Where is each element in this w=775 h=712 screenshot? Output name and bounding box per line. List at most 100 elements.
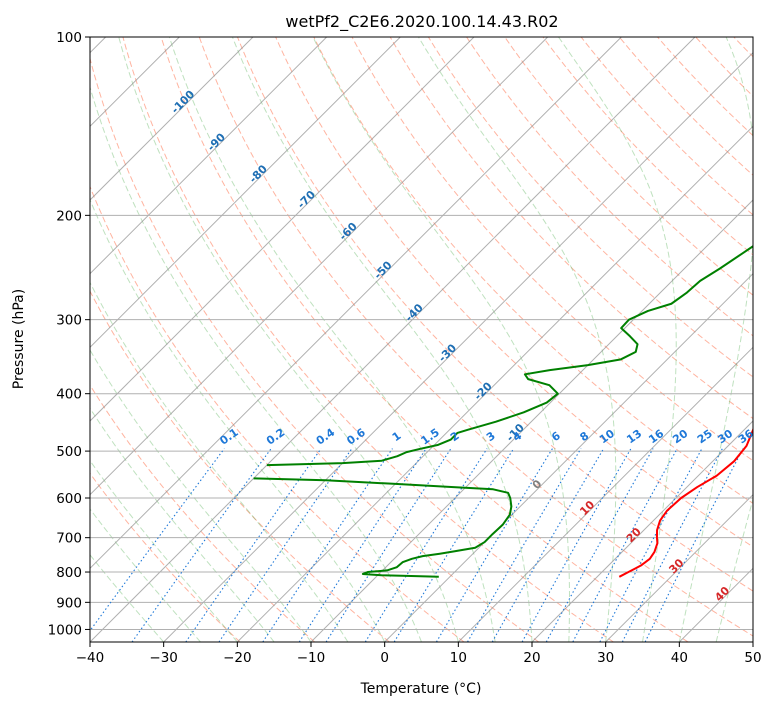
isotherm-label: -50 (371, 258, 394, 281)
isotherm-label: -80 (247, 162, 270, 185)
isotherm-line (531, 420, 753, 642)
dry-adiabat-line (275, 37, 753, 548)
moist-adiabat-line (715, 497, 753, 642)
moist-adiabat-line (90, 198, 386, 642)
x-tick-label: 20 (523, 650, 540, 666)
x-tick-label: 40 (671, 650, 688, 666)
isotherm-label: -70 (295, 188, 318, 211)
y-tick-label: 100 (56, 30, 82, 46)
x-tick-label: 30 (597, 650, 614, 666)
dry-adiabat-line (237, 37, 753, 592)
isotherm-line (752, 641, 753, 642)
isotherm-line (90, 37, 475, 422)
mixing-ratio-label: 6 (549, 429, 563, 444)
dry-adiabat-line (389, 37, 753, 420)
moist-adiabat-line (90, 459, 238, 642)
mixing-ratio-label: 0.2 (264, 426, 287, 448)
isotherm-line (310, 199, 753, 642)
pressure-gridlines (90, 37, 753, 630)
isotherm-line (605, 493, 753, 642)
mixing-ratio-label: 36 (736, 427, 756, 447)
dry-adiabat-line (695, 37, 753, 97)
y-tick-label: 800 (56, 565, 82, 581)
dry-adiabats (90, 37, 753, 642)
mixing-ratio-line (90, 448, 225, 632)
mixing-ratio-line (621, 448, 723, 642)
mixing-ratio-line (298, 448, 427, 642)
mixing-ratio-line (644, 448, 744, 642)
moist-adiabat-line (118, 37, 459, 642)
y-tick-label: 700 (56, 531, 82, 547)
moist-adiabat-line (90, 281, 349, 642)
y-axis-ticks: 100 200 300 400 500 600 700 800 900 1000 (48, 30, 90, 638)
mixing-ratio-line (364, 448, 488, 642)
mixing-ratio-label: 20 (670, 427, 690, 447)
moist-adiabat-line (231, 37, 533, 642)
mixing-ratio-label: 8 (578, 429, 592, 444)
mixing-ratio-line (491, 448, 605, 642)
mixing-ratio-line (185, 448, 322, 642)
dry-adiabat-line (427, 37, 753, 378)
moist-adiabat-line (90, 349, 312, 642)
dewpoint-trace (253, 477, 513, 578)
isotherms (90, 37, 753, 642)
isotherm-line (678, 567, 753, 642)
x-tick-label: −30 (149, 650, 178, 666)
mixing-ratio-label: 13 (624, 427, 644, 446)
mixing-ratio-line (262, 448, 393, 642)
isotherm-line (457, 346, 753, 642)
x-tick-label: 50 (744, 650, 761, 666)
mixing-ratio-line (599, 448, 703, 642)
x-axis-ticks: −40 −30 −20 −10 0 10 20 30 40 50 (76, 642, 762, 666)
y-tick-label: 500 (56, 444, 82, 460)
moist-adiabats (90, 37, 753, 642)
x-axis-label: Temperature (°C) (360, 681, 482, 697)
mixing-ratio-label: 3 (484, 429, 498, 444)
isotherm-line (236, 125, 753, 642)
dry-adiabat-line (466, 37, 753, 337)
mixing-ratio-lines (90, 448, 744, 642)
moist-adiabat-line (90, 554, 165, 642)
isotherm-label: -20 (472, 379, 495, 402)
mixing-ratio-label: 1 (390, 429, 404, 444)
temperature-trace (618, 426, 753, 578)
dry-adiabat-line (504, 37, 753, 296)
mixing-ratio-label: 0.6 (344, 426, 368, 448)
x-tick-label: −40 (76, 650, 105, 666)
plot-frame (89, 36, 754, 643)
x-tick-label: −20 (223, 650, 252, 666)
dry-adiabat-line (90, 56, 540, 642)
isotherm-label: -90 (205, 130, 228, 153)
mixing-ratio-line (467, 448, 582, 642)
isotherm-line (90, 37, 549, 496)
mixing-ratio-labels: 0.1 0.2 0.4 0.6 1 1.5 2 3 4 6 8 10 13 16 20 25 30 36 (217, 426, 756, 448)
isotherm-label: -60 (337, 220, 360, 243)
isotherm-line (90, 37, 622, 570)
moist-adiabat-line (678, 37, 753, 642)
sounding-series (253, 245, 753, 578)
dry-adiabat-line (122, 37, 614, 642)
isotherm-label: 10 (577, 498, 597, 518)
isotherm-line (90, 37, 401, 349)
isotherm-line (90, 37, 696, 642)
dry-adiabat-line (657, 37, 753, 137)
isotherm-line (163, 51, 753, 642)
plot-area: -100-90-80-70-60-50-40-30-20-10010203040… (90, 37, 756, 642)
isotherm-line (90, 37, 328, 275)
moist-adiabat-line (90, 85, 422, 642)
y-tick-label: 1000 (48, 622, 82, 638)
moist-adiabat-line (312, 37, 570, 642)
mixing-ratio-line (393, 448, 515, 642)
mixing-ratio-line (572, 448, 678, 642)
isotherm-line (90, 37, 254, 201)
dry-adiabat-line (90, 290, 390, 642)
dry-adiabat-line (90, 185, 465, 642)
chart-title: wetPf2_C2E6.2020.100.14.43.R02 (285, 12, 558, 32)
mixing-ratio-label: 25 (695, 427, 715, 446)
dry-adiabat-line (160, 37, 689, 642)
dry-adiabat-line (733, 37, 753, 58)
y-tick-label: 600 (56, 491, 82, 507)
moist-adiabat-line (90, 407, 275, 642)
mixing-ratio-label: 16 (646, 427, 666, 447)
